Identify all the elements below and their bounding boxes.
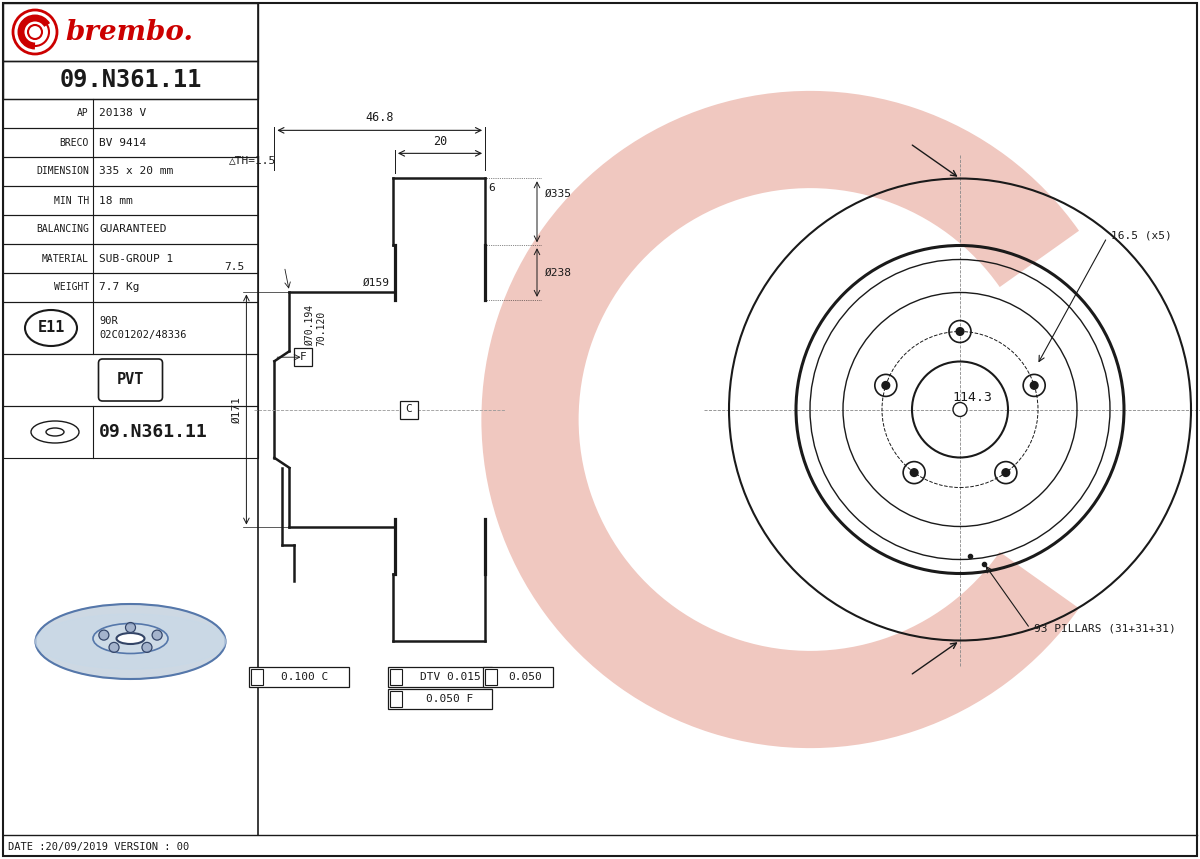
Circle shape [956, 327, 964, 335]
Text: 20: 20 [433, 136, 448, 149]
Text: 16.5 (x5): 16.5 (x5) [1111, 230, 1171, 241]
Text: F: F [300, 352, 307, 362]
Bar [2, 244, 258, 273]
Bar [2, 273, 258, 302]
Ellipse shape [116, 633, 144, 644]
Ellipse shape [36, 614, 226, 669]
Bar [252, 668, 264, 685]
Bar [2, 157, 258, 186]
Text: C: C [406, 405, 413, 415]
Text: 7.7 Kg: 7.7 Kg [98, 283, 139, 293]
Circle shape [911, 469, 918, 477]
Text: 09.N361.11: 09.N361.11 [59, 68, 202, 92]
Ellipse shape [36, 604, 226, 679]
Text: Ø159: Ø159 [364, 277, 390, 288]
Bar [294, 348, 312, 366]
Bar [2, 186, 258, 215]
Text: 20138 V: 20138 V [98, 108, 146, 119]
Bar [2, 215, 258, 244]
Circle shape [882, 381, 889, 389]
Bar [482, 667, 553, 686]
Bar [390, 668, 402, 685]
Bar [2, 128, 258, 157]
Bar [388, 667, 492, 686]
Text: BV 9414: BV 9414 [98, 137, 146, 148]
Text: Ø238: Ø238 [545, 267, 572, 277]
Bar [2, 61, 258, 99]
Circle shape [1031, 381, 1038, 389]
Text: 90R
02C01202/48336: 90R 02C01202/48336 [98, 315, 186, 340]
Circle shape [152, 631, 162, 640]
Text: 18 mm: 18 mm [98, 196, 133, 205]
Bar [2, 99, 258, 128]
Ellipse shape [94, 624, 168, 654]
Text: 335 x 20 mm: 335 x 20 mm [98, 167, 173, 176]
Bar [250, 667, 349, 686]
Text: 0.100 C: 0.100 C [281, 672, 328, 682]
Bar [485, 668, 497, 685]
Text: BRECO: BRECO [60, 137, 89, 148]
Circle shape [13, 10, 58, 54]
Text: brembo.: brembo. [65, 19, 193, 46]
Text: SUB-GROUP 1: SUB-GROUP 1 [98, 253, 173, 264]
Bar [2, 302, 258, 354]
Bar [390, 691, 402, 707]
Text: DATE :20/09/2019 VERSION : 00: DATE :20/09/2019 VERSION : 00 [8, 842, 190, 852]
Text: Ø70.194: Ø70.194 [305, 305, 314, 346]
Text: DIMENSION: DIMENSION [36, 167, 89, 176]
Circle shape [98, 631, 109, 640]
Text: 6: 6 [488, 183, 494, 193]
Circle shape [126, 623, 136, 632]
Text: MATERIAL: MATERIAL [42, 253, 89, 264]
Circle shape [109, 643, 119, 652]
Text: WEIGHT: WEIGHT [54, 283, 89, 293]
Text: 46.8: 46.8 [366, 112, 394, 125]
Text: Ø335: Ø335 [545, 188, 572, 198]
Text: MIN TH: MIN TH [54, 196, 89, 205]
Text: 93 PILLARS (31+31+31): 93 PILLARS (31+31+31) [1034, 624, 1176, 633]
Text: 0.050 F: 0.050 F [426, 694, 474, 704]
Text: 70.120: 70.120 [317, 311, 326, 346]
Text: 114.3: 114.3 [952, 391, 992, 404]
Text: PVT: PVT [116, 373, 144, 387]
Circle shape [142, 643, 152, 652]
Text: Ø171: Ø171 [232, 396, 241, 423]
Bar [2, 406, 258, 458]
Text: 0.050: 0.050 [508, 672, 542, 682]
Bar [388, 689, 492, 709]
Text: E11: E11 [37, 320, 65, 336]
Bar [2, 3, 258, 61]
Bar [400, 400, 418, 418]
Text: 09.N361.11: 09.N361.11 [98, 423, 208, 441]
Text: △TH=1.5: △TH=1.5 [229, 155, 277, 165]
Text: GUARANTEED: GUARANTEED [98, 224, 167, 235]
Text: 7.5: 7.5 [224, 261, 245, 271]
Text: DTV 0.015: DTV 0.015 [420, 672, 480, 682]
Circle shape [1002, 469, 1009, 477]
Bar [2, 354, 258, 406]
Text: AP: AP [77, 108, 89, 119]
Text: BALANCING: BALANCING [36, 224, 89, 235]
Circle shape [953, 403, 967, 417]
